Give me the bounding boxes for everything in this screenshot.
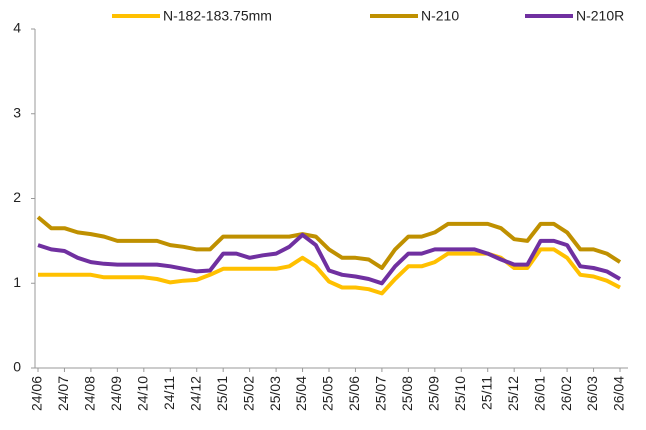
series-line <box>37 232 621 286</box>
x-tick-label: 25/05 <box>320 376 336 411</box>
x-tick-label: 26/01 <box>531 376 547 411</box>
legend-label: N-182-183.75mm <box>163 8 272 24</box>
x-tick-label: 25/09 <box>426 376 442 411</box>
x-tick-label: 25/07 <box>373 376 389 411</box>
x-tick-label: 24/11 <box>161 376 177 410</box>
x-tick-label: 26/03 <box>584 376 600 411</box>
y-tick-label: 1 <box>13 274 21 290</box>
y-tick-label: 4 <box>13 20 21 36</box>
x-tick-label: 26/04 <box>611 376 627 411</box>
y-tick-label: 2 <box>13 189 21 205</box>
x-tick-label: 24/09 <box>108 376 124 411</box>
legend-label: N-210R <box>576 8 624 24</box>
x-tick-label: 25/06 <box>346 376 362 411</box>
x-tick-label: 25/04 <box>293 376 309 411</box>
x-tick-label: 25/02 <box>240 376 256 411</box>
x-tick-label: 24/12 <box>187 376 203 411</box>
x-tick-label: 26/02 <box>558 376 574 411</box>
x-tick-label: 24/08 <box>82 376 98 411</box>
legend-label: N-210 <box>421 8 459 24</box>
x-tick-label: 25/12 <box>505 376 521 411</box>
x-tick-label: 25/01 <box>214 376 230 411</box>
x-tick-label: 25/10 <box>452 376 468 411</box>
x-tick-label: 25/08 <box>399 376 415 411</box>
x-tick-label: 24/10 <box>135 376 151 411</box>
series-line <box>36 215 622 270</box>
x-tick-label: 25/11 <box>478 376 494 410</box>
x-tick-label: 25/03 <box>267 376 283 411</box>
y-tick-label: 0 <box>13 359 21 375</box>
y-tick-label: 3 <box>13 104 21 120</box>
series-line <box>38 247 621 296</box>
x-tick-label: 24/06 <box>29 376 45 411</box>
x-tick-label: 24/07 <box>55 376 71 411</box>
